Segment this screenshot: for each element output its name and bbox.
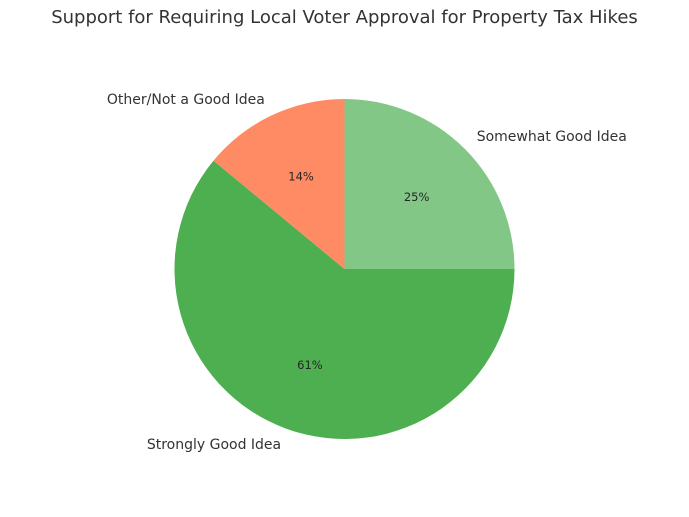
slice-labels: Somewhat Good Idea Strongly Good Idea Othe… <box>107 92 627 453</box>
slice-other-not-a-good-idea <box>213 99 345 269</box>
percent-label-strongly-good-idea: 61% <box>297 358 323 372</box>
percent-label-other-not-a-good-idea: 14% <box>288 170 314 184</box>
slice-strongly-good-idea <box>174 160 515 439</box>
slice-somewhat-good-idea <box>344 99 515 269</box>
slice-label-other-not-a-good-idea: Other/Not a Good Idea <box>107 92 265 108</box>
chart-title: Support for Requiring Local Voter Approv… <box>51 7 638 28</box>
percent-labels: 25% 61% 14% <box>288 170 429 372</box>
slice-label-strongly-good-idea: Strongly Good Idea <box>147 437 281 453</box>
percent-label-somewhat-good-idea: 25% <box>404 190 430 204</box>
slice-label-somewhat-good-idea: Somewhat Good Idea <box>477 129 627 145</box>
pie-slices <box>174 99 515 439</box>
